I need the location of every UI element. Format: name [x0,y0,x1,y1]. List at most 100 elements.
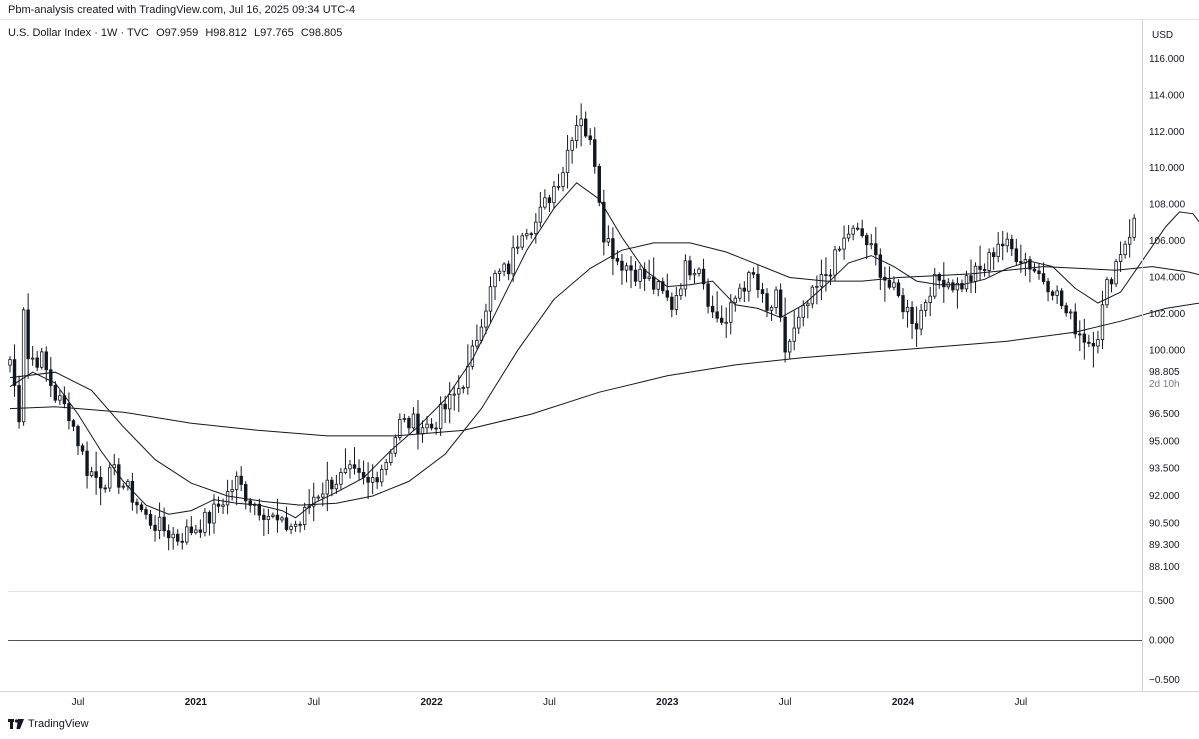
candle[interactable] [892,276,896,291]
moving-average-line-3[interactable] [9,296,1199,437]
candle[interactable] [647,259,651,281]
candle[interactable] [837,246,842,252]
candle[interactable] [982,263,987,277]
candle[interactable] [855,222,860,231]
candle[interactable] [80,443,85,455]
candle[interactable] [488,276,493,323]
candle[interactable] [683,254,688,297]
candle[interactable] [180,533,184,550]
candle[interactable] [312,482,316,522]
moving-average-line-2[interactable] [9,242,1199,506]
candle[interactable] [960,279,964,293]
candle[interactable] [380,464,384,487]
moving-average-line-1[interactable] [9,182,1199,519]
candle[interactable] [878,248,883,291]
candle[interactable] [851,224,855,241]
candle[interactable] [402,413,407,423]
candle[interactable] [1064,302,1068,317]
candle[interactable] [556,173,561,191]
candle[interactable] [166,524,171,551]
candle[interactable] [325,461,330,512]
candle[interactable] [756,264,760,298]
candle[interactable] [484,303,488,335]
candle[interactable] [769,305,774,321]
candle[interactable] [896,279,901,298]
candle[interactable] [525,228,529,240]
candle[interactable] [1073,303,1077,339]
candle[interactable] [624,262,629,283]
candle[interactable] [361,460,366,485]
candle[interactable] [144,506,148,520]
candle[interactable] [244,481,248,510]
candle[interactable] [216,496,221,513]
candle[interactable] [53,381,58,403]
candle[interactable] [1055,285,1059,304]
candle[interactable] [923,299,928,317]
candle[interactable] [946,278,951,290]
candle[interactable] [225,479,230,515]
candle[interactable] [928,287,932,317]
candle[interactable] [692,268,697,284]
candle[interactable] [234,471,239,506]
candle[interactable] [883,266,887,302]
candle[interactable] [1091,331,1096,368]
candle[interactable] [230,479,234,501]
candle[interactable] [1041,262,1046,285]
candle[interactable] [94,451,98,495]
currency-label[interactable]: USD [1152,30,1174,41]
candle[interactable] [1100,290,1105,350]
candle[interactable] [85,441,89,489]
candle[interactable] [112,453,116,476]
candle[interactable] [289,523,293,535]
candle[interactable] [783,297,787,363]
candle[interactable] [778,283,783,323]
candle[interactable] [17,375,21,429]
candle[interactable] [656,279,660,297]
candle[interactable] [316,494,320,501]
candle[interactable] [71,418,76,432]
candle[interactable] [44,346,48,382]
candle[interactable] [991,247,996,270]
candle[interactable] [302,502,307,530]
candle[interactable] [973,262,978,294]
candle[interactable] [1078,320,1082,352]
candle[interactable] [774,286,778,314]
candle[interactable] [108,462,112,492]
candle[interactable] [271,512,275,519]
candle[interactable] [375,471,379,489]
candle[interactable] [996,232,1000,263]
candle[interactable] [461,385,465,394]
candle[interactable] [438,396,443,436]
candle[interactable] [565,134,570,189]
candle[interactable] [579,103,583,147]
candle[interactable] [67,392,71,430]
candle[interactable] [443,395,447,424]
candle[interactable] [307,489,311,515]
candle[interactable] [942,262,946,303]
candle[interactable] [588,128,592,145]
tradingview-brand[interactable]: TradingView [8,718,89,730]
candle[interactable] [937,272,941,289]
candle[interactable] [642,262,647,291]
candle[interactable] [189,516,194,536]
candle[interactable] [688,255,692,281]
candle[interactable] [407,415,411,434]
candle[interactable] [670,292,674,318]
candle[interactable] [787,338,792,360]
candle[interactable] [1105,276,1109,309]
candle[interactable] [697,267,701,277]
candle[interactable] [1118,241,1123,272]
candle[interactable] [275,498,280,533]
pane-separator[interactable] [8,591,1142,592]
candle[interactable] [58,390,62,406]
candle[interactable] [620,254,624,285]
candle[interactable] [1109,277,1114,293]
candle[interactable] [538,191,543,228]
candle[interactable] [742,281,747,303]
candle[interactable] [8,356,12,373]
candle[interactable] [416,400,420,450]
candle[interactable] [1010,234,1014,257]
candle[interactable] [1014,238,1019,266]
candle[interactable] [819,259,824,300]
candle[interactable] [185,519,189,545]
